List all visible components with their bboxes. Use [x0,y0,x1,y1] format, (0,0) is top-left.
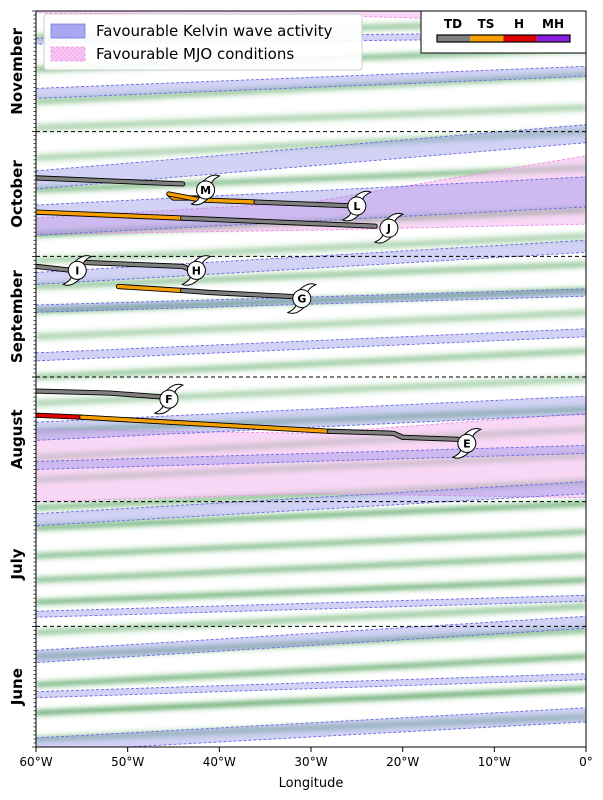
month-label: July [8,548,26,580]
legend-mjo-label: Favourable MJO conditions [96,45,294,63]
storm-symbol: G [286,283,318,314]
intensity-swatch [503,35,537,42]
storm-track [36,209,378,229]
intensity-legend-box [420,10,587,54]
convection-band [36,624,586,663]
month-label: August [8,409,26,469]
convection-band [36,101,586,134]
kelvin-band [36,395,586,441]
kelvin-band [36,239,586,285]
storm-segment [36,389,167,399]
storm-label: H [192,264,201,277]
convection-band [36,69,586,108]
storm-label: E [463,437,471,450]
kelvin-band [36,11,39,12]
storm-label: J [386,222,391,235]
convection-band [36,600,586,639]
storm-symbol: M [190,174,221,206]
kelvin-band [36,594,586,618]
legend: Favourable Kelvin wave activity Favourab… [43,13,363,71]
y-axis: November October September August July June [8,10,36,748]
kelvin-band [36,615,586,663]
storm-segment [254,200,359,208]
x-axis-label: Longitude [279,776,344,791]
storm-track [36,412,461,442]
storm-segment [36,210,185,220]
kelvin-band [36,481,586,527]
intensity-swatch [470,35,504,42]
kelvin-band [36,707,586,747]
convection-band [36,650,586,691]
storm-segment [36,413,84,419]
convection-band [36,526,586,562]
convection-band [36,711,586,745]
mjo-region [36,412,586,503]
kelvin-band [36,65,586,99]
convection-band [36,345,586,383]
kelvin-band [36,444,586,470]
intensity-label: TD [444,17,462,31]
storm-segment [36,176,185,186]
storm-symbol: L [341,190,373,222]
legend-mjo-swatch [50,46,86,62]
storm-tracks [36,175,461,442]
x-tick-label: 20°W [386,755,419,769]
convection-band [36,403,586,437]
month-label: June [8,668,26,706]
convection-band [36,230,586,266]
storm-label: L [353,200,360,213]
storm-label: I [75,264,79,277]
legend-kelvin-swatch [50,23,86,39]
storm-label: M [200,184,211,197]
month-label: October [8,160,26,228]
x-tick-label: 0° [579,755,593,769]
storm-segment [180,288,295,299]
storm-track [115,283,296,300]
storm-symbol: F [153,383,185,415]
month-label: September [8,270,26,364]
storm-segment [180,216,377,228]
intensity-swatch [437,35,471,42]
storm-segment [80,415,332,433]
convection-band [36,498,586,534]
convection-band [36,307,586,343]
legend-box [43,13,363,71]
convection-band [36,258,586,293]
storm-segment [36,264,75,273]
x-tick-label: 60°W [19,755,52,769]
storm-track [36,388,167,400]
convection-band [36,574,586,608]
convection-band [36,126,586,164]
storm-track [36,263,76,274]
storm-label: G [297,293,306,306]
storm-symbol: J [373,212,405,244]
month-label: November [8,27,26,114]
kelvin-band [36,328,586,362]
x-tick-label: 30°W [294,755,327,769]
x-axis: 60°W 50°W 40°W 30°W 20°W 10°W 0° [19,747,593,769]
intensity-label: TS [478,17,495,31]
x-tick-label: 10°W [478,755,511,769]
storm-symbol: I [62,255,93,286]
storm-segment [327,429,460,442]
storm-symbols: M L J I H G F E [62,174,483,459]
kelvin-band [36,124,586,190]
intensity-label: MH [542,17,564,31]
kelvin-band [36,673,586,699]
intensity-legend: TD TS H MH [420,10,587,54]
month-separators [36,131,586,627]
legend-kelvin-label: Favourable Kelvin wave activity [96,22,333,40]
x-tick-label: 50°W [111,755,144,769]
convection-band [36,550,586,586]
storm-segment [116,284,185,293]
intensity-label: H [514,17,524,31]
storm-label: F [165,393,173,406]
storm-symbol: E [451,428,483,459]
x-tick-label: 40°W [203,755,236,769]
storm-symbol: H [181,255,212,286]
convection-band [36,683,586,719]
intensity-swatch [536,35,570,42]
